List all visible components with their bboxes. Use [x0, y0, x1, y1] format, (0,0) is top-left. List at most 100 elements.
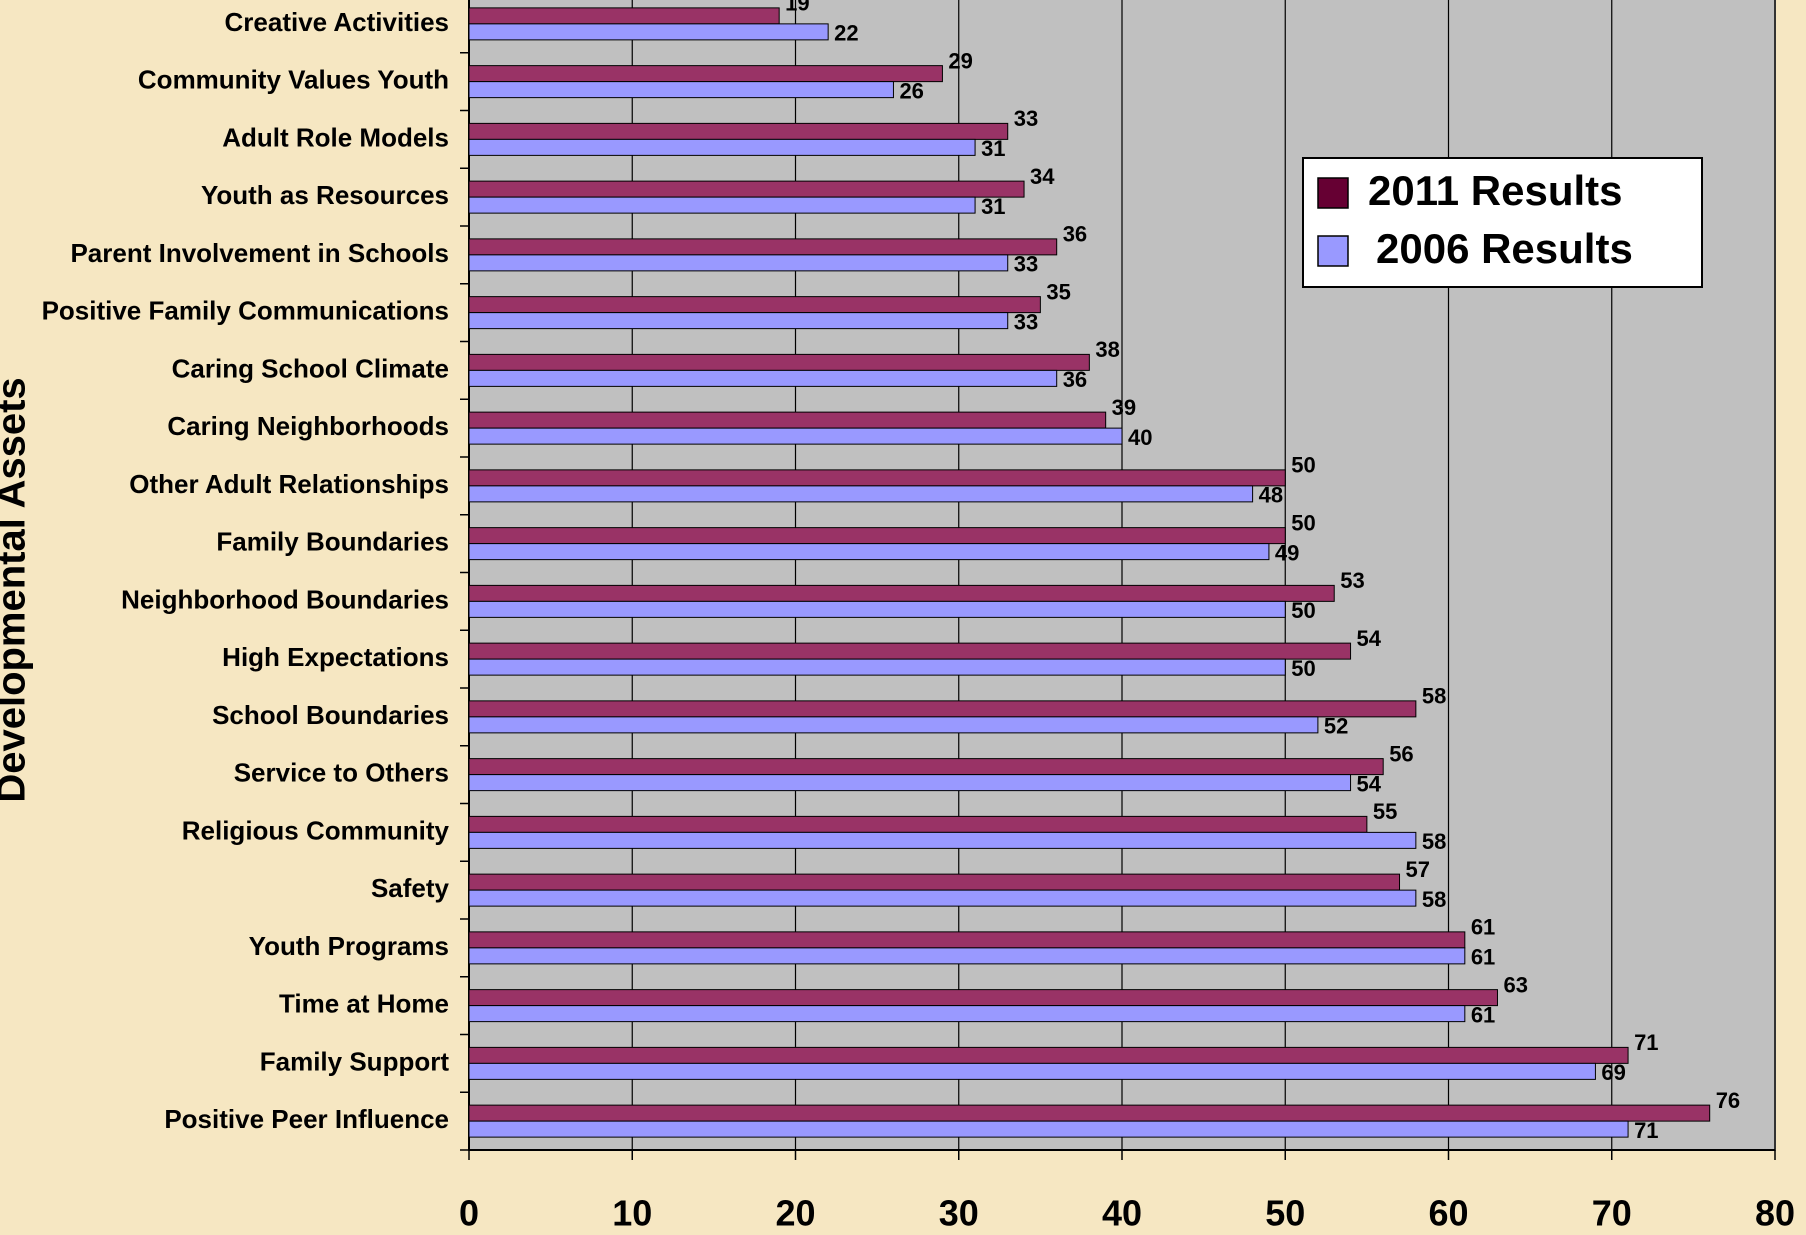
bar: [468, 238, 1058, 256]
value-label: 22: [834, 21, 858, 46]
bar: [468, 658, 1286, 676]
legend-swatch: [1317, 177, 1349, 209]
value-label: 76: [1716, 1088, 1740, 1113]
value-label: 53: [1340, 568, 1364, 593]
value-label: 19: [785, 0, 809, 16]
value-label: 33: [1014, 252, 1038, 277]
bar: [468, 815, 1368, 833]
value-label: 34: [1030, 164, 1055, 189]
value-label: 61: [1471, 915, 1495, 940]
value-label: 69: [1601, 1060, 1625, 1085]
value-label: 39: [1112, 395, 1136, 420]
bar: [468, 7, 780, 25]
bar: [468, 584, 1335, 602]
y-tick-label: Youth Programs: [249, 931, 449, 961]
bar: [468, 642, 1352, 660]
value-label: 57: [1406, 857, 1430, 882]
bar: [468, 254, 1009, 272]
value-label: 52: [1324, 714, 1348, 739]
bar: [468, 122, 1009, 140]
bar: [468, 296, 1041, 314]
value-label: 63: [1503, 972, 1527, 997]
value-label: 36: [1063, 222, 1087, 247]
bar: [468, 700, 1417, 718]
value-label: 31: [981, 136, 1005, 161]
y-tick-label: Positive Family Communications: [42, 296, 449, 326]
bar: [468, 873, 1401, 891]
value-label: 29: [948, 48, 972, 73]
bar: [468, 543, 1270, 561]
y-tick-label: Family Boundaries: [216, 527, 449, 557]
value-label: 35: [1046, 279, 1070, 304]
bar: [468, 23, 829, 41]
value-label: 50: [1291, 510, 1315, 535]
value-label: 56: [1389, 741, 1413, 766]
x-tick-label: 70: [1592, 1193, 1632, 1234]
value-label: 61: [1471, 1002, 1495, 1027]
legend-label: 2006 Results: [1376, 225, 1633, 272]
value-label: 49: [1275, 540, 1299, 565]
y-tick-label: Service to Others: [234, 758, 449, 788]
value-label: 31: [981, 194, 1005, 219]
x-tick-label: 80: [1755, 1193, 1795, 1234]
bar: [468, 81, 894, 99]
value-label: 61: [1471, 945, 1495, 970]
bar: [468, 889, 1417, 907]
bar: [468, 312, 1009, 330]
value-label: 38: [1095, 337, 1119, 362]
bar: [468, 65, 943, 83]
bar: [468, 989, 1498, 1007]
y-tick-label: School Boundaries: [212, 700, 449, 730]
bar: [468, 369, 1058, 387]
bar: [468, 600, 1286, 618]
y-tick-label: Caring School Climate: [172, 353, 449, 383]
value-label: 58: [1422, 829, 1446, 854]
value-label: 50: [1291, 598, 1315, 623]
bar: [468, 138, 976, 156]
x-tick-label: 40: [1102, 1193, 1142, 1234]
y-tick-label: Family Support: [260, 1046, 450, 1076]
x-tick-label: 10: [612, 1193, 652, 1234]
value-label: 71: [1634, 1030, 1658, 1055]
y-tick-label: Caring Neighborhoods: [167, 411, 449, 441]
bar: [468, 1104, 1711, 1122]
value-label: 58: [1422, 684, 1446, 709]
y-tick-label: Parent Involvement in Schools: [70, 238, 449, 268]
value-label: 26: [899, 78, 923, 103]
value-label: 40: [1128, 425, 1152, 450]
y-tick-label: Community Values Youth: [138, 65, 449, 95]
bar: [468, 411, 1107, 429]
bar: [468, 427, 1123, 445]
value-label: 54: [1357, 626, 1382, 651]
bar: [468, 353, 1090, 371]
y-tick-label: Religious Community: [182, 815, 450, 845]
bar: [468, 1005, 1466, 1023]
value-label: 71: [1634, 1118, 1658, 1143]
y-tick-label: Neighborhood Boundaries: [121, 584, 449, 614]
y-tick-label: Adult Role Models: [222, 122, 449, 152]
value-label: 55: [1373, 799, 1397, 824]
bar: [468, 831, 1417, 849]
bar: [468, 758, 1384, 776]
bar: [468, 947, 1466, 965]
value-label: 33: [1014, 106, 1038, 131]
x-tick-label: 50: [1265, 1193, 1305, 1234]
y-tick-label: Time at Home: [279, 989, 449, 1019]
bar: [468, 196, 976, 214]
bar: [468, 1062, 1596, 1080]
x-tick-label: 20: [775, 1193, 815, 1234]
x-tick-label: 60: [1428, 1193, 1468, 1234]
value-label: 36: [1063, 367, 1087, 392]
y-tick-label: High Expectations: [222, 642, 449, 672]
legend: 2011 Results 2006 Results: [1302, 157, 1703, 288]
value-label: 58: [1422, 887, 1446, 912]
x-tick-label: 30: [939, 1193, 979, 1234]
value-label: 48: [1259, 483, 1283, 508]
legend-swatch: [1317, 235, 1349, 267]
bar: [468, 774, 1352, 792]
y-tick-label: Other Adult Relationships: [129, 469, 449, 499]
bar: [468, 1046, 1629, 1064]
value-label: 50: [1291, 656, 1315, 681]
legend-label: 2011 Results: [1368, 167, 1623, 214]
